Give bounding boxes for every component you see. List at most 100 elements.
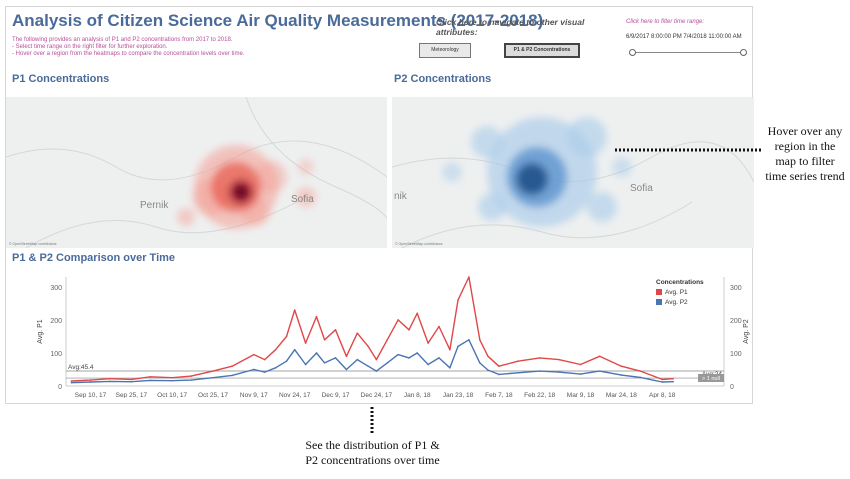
chart-annotation: See the distribution of P1 & P2 concentr… <box>290 438 455 468</box>
data-point-p2 <box>579 373 582 375</box>
x-tick-label: Oct 25, 17 <box>198 392 228 398</box>
data-point-p2 <box>293 348 296 351</box>
data-point-p2 <box>285 360 288 363</box>
description: The following provides an analysis of P1… <box>12 37 342 58</box>
data-point-p2 <box>323 362 326 364</box>
map-credit: © OpenStreetMap contributors <box>395 242 443 246</box>
null-badge <box>698 374 724 382</box>
data-point-p2 <box>70 381 73 384</box>
data-point-p1 <box>293 309 296 311</box>
time-range-value: 6/9/2017 8:00:00 PM 7/4/2018 11:00:00 AM <box>626 34 742 40</box>
data-point-p2 <box>538 370 541 372</box>
x-tick-label: Jan 23, 18 <box>443 392 474 398</box>
data-point-p1 <box>315 315 318 318</box>
data-point-p1 <box>639 370 642 372</box>
p1-p2-concentrations-button[interactable]: P1 & P2 Concentrations <box>504 43 580 58</box>
meteorology-button[interactable]: Meteorology <box>419 43 471 58</box>
time-range-slider[interactable] <box>629 49 747 57</box>
data-point-p2 <box>263 371 266 373</box>
series-line-p1 <box>71 276 674 382</box>
data-point-p2 <box>408 357 410 359</box>
y-tick-right: 200 <box>730 318 742 325</box>
y-tick-left: 100 <box>50 351 62 358</box>
data-point-p1 <box>468 276 470 278</box>
x-tick-label: Dec 9, 17 <box>322 392 350 398</box>
data-point-p2 <box>315 352 318 354</box>
map-city-label: Pernik <box>140 200 169 211</box>
data-point-p1 <box>334 329 337 331</box>
data-point-p1 <box>130 378 133 381</box>
data-point-p2 <box>498 373 500 376</box>
slider-track <box>632 52 744 53</box>
p1-heat-core <box>236 187 246 197</box>
data-point-p2 <box>304 363 307 366</box>
legend-label: Avg. P1 <box>665 289 688 296</box>
time-series-chart[interactable]: 0 0 100 100 200 200 300 300 Avg. P1 Avg. P2 Sep 10… <box>34 273 756 399</box>
data-point-p2 <box>517 371 519 374</box>
data-point-p2 <box>639 376 642 379</box>
data-point-p2 <box>468 338 470 341</box>
description-line: - Hover over a region from the heatmaps … <box>12 51 245 57</box>
data-point-p2 <box>334 357 337 359</box>
data-point-p1 <box>579 363 582 366</box>
p2-heatmap[interactable]: nik Sofia © OpenStreetMap contributors <box>392 97 754 248</box>
reference-line-label: Avg:45.4 <box>68 364 94 371</box>
map-city-label: Sofia <box>291 194 314 205</box>
map-border <box>401 201 693 248</box>
x-tick-label: Mar 9, 18 <box>567 392 595 398</box>
data-point-p1 <box>367 345 369 348</box>
x-tick-label: Feb 7, 18 <box>485 392 513 398</box>
slider-end-handle[interactable] <box>740 49 747 56</box>
data-point-p1 <box>190 375 193 377</box>
y-tick-right: 300 <box>730 285 742 292</box>
x-tick-label: Sep 10, 17 <box>75 392 107 398</box>
data-point-p1 <box>212 370 214 372</box>
data-point-p1 <box>397 319 399 321</box>
data-point-p2 <box>620 374 623 376</box>
data-point-p2 <box>487 369 489 371</box>
x-tick-label: Nov 9, 17 <box>240 392 268 398</box>
data-point-p2 <box>449 367 451 369</box>
x-tick-label: Feb 22, 18 <box>524 392 555 398</box>
legend-title: Concentrations <box>656 279 704 286</box>
data-point-p2 <box>386 362 389 364</box>
data-point-p1 <box>672 377 674 380</box>
data-point-p1 <box>89 379 92 381</box>
data-point-p1 <box>263 358 266 361</box>
data-point-p1 <box>149 375 152 378</box>
map-city-label: Sofia <box>630 183 653 194</box>
data-point-p2 <box>345 368 348 371</box>
data-point-p2 <box>149 379 152 382</box>
x-tick-label: Oct 10, 17 <box>157 392 187 398</box>
data-point-p1 <box>304 342 307 344</box>
x-tick-label: Jan 8, 18 <box>404 392 431 398</box>
data-point-p2 <box>356 358 359 361</box>
data-point-p1 <box>70 380 73 382</box>
data-point-p1 <box>408 329 410 331</box>
data-point-p2 <box>427 363 429 366</box>
data-point-p1 <box>487 355 489 358</box>
legend-swatch <box>656 289 662 295</box>
x-tick-label: Nov 24, 17 <box>279 392 311 398</box>
legend-label: Avg. P2 <box>665 299 688 306</box>
x-tick-label: Dec 24, 17 <box>361 392 393 398</box>
p2-heatmap-canvas <box>392 117 754 248</box>
data-point-p2 <box>231 374 233 377</box>
data-point-p1 <box>449 348 451 351</box>
series-line-p2 <box>71 339 674 384</box>
slider-start-handle[interactable] <box>629 49 636 56</box>
data-point-p2 <box>367 365 369 367</box>
time-filter-label: Click here to filter time range: <box>626 19 705 25</box>
p1-heatmap[interactable]: Pernik Sofia © OpenStreetMap contributor… <box>6 97 387 248</box>
data-point-p2 <box>212 376 214 379</box>
map-city-label: nik <box>394 191 407 202</box>
data-point-p1 <box>285 335 288 338</box>
data-point-p2 <box>672 380 674 383</box>
data-point-p1 <box>538 357 541 359</box>
data-point-p2 <box>438 357 440 359</box>
data-point-p1 <box>479 338 481 341</box>
data-point-p2 <box>557 371 560 373</box>
data-point-p1 <box>620 365 623 367</box>
data-point-p2 <box>457 345 459 348</box>
data-point-p2 <box>130 380 133 383</box>
